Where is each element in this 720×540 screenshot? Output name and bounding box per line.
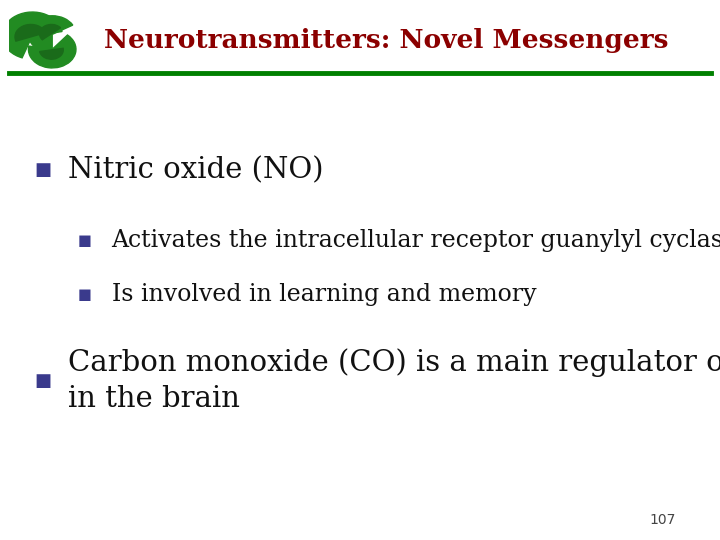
Wedge shape [40, 48, 63, 59]
Text: Nitric oxide (NO): Nitric oxide (NO) [68, 156, 324, 184]
Text: ■: ■ [78, 233, 91, 248]
Wedge shape [2, 12, 62, 58]
Wedge shape [40, 24, 60, 40]
Text: Activates the intracellular receptor guanylyl cyclase: Activates the intracellular receptor gua… [112, 229, 720, 252]
Wedge shape [29, 35, 76, 68]
Text: ■: ■ [35, 372, 52, 390]
Text: ■: ■ [78, 287, 91, 302]
Text: Is involved in learning and memory: Is involved in learning and memory [112, 283, 536, 306]
Wedge shape [15, 24, 45, 41]
Text: Neurotransmitters: Novel Messengers: Neurotransmitters: Novel Messengers [104, 28, 669, 53]
Wedge shape [29, 16, 73, 53]
Text: ■: ■ [35, 161, 52, 179]
Text: 107: 107 [649, 512, 675, 526]
Text: Carbon monoxide (CO) is a main regulator of cGMP
in the brain: Carbon monoxide (CO) is a main regulator… [68, 348, 720, 413]
